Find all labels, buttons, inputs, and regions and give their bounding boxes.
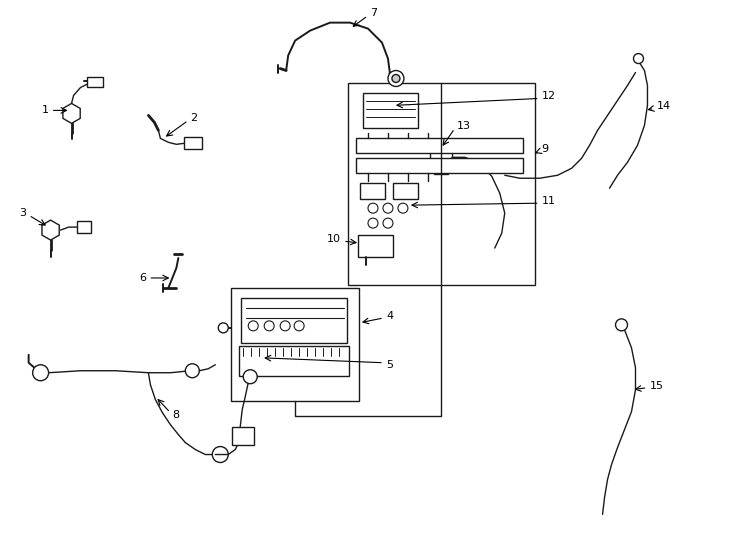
Text: 12: 12 <box>542 91 556 102</box>
Text: 6: 6 <box>139 273 146 283</box>
Text: 2: 2 <box>190 113 197 124</box>
Circle shape <box>368 203 378 213</box>
Bar <box>87 78 103 87</box>
Bar <box>356 158 523 173</box>
Bar <box>363 93 418 129</box>
Bar <box>241 298 347 343</box>
Circle shape <box>264 321 275 331</box>
Text: 1: 1 <box>42 105 48 116</box>
Circle shape <box>248 321 258 331</box>
Circle shape <box>294 321 304 331</box>
Bar <box>358 235 393 257</box>
Text: 15: 15 <box>650 381 664 391</box>
Bar <box>348 84 534 285</box>
Bar <box>231 288 359 401</box>
Circle shape <box>218 323 228 333</box>
Circle shape <box>383 218 393 228</box>
Bar <box>393 183 418 199</box>
Circle shape <box>616 319 628 331</box>
Circle shape <box>392 75 400 83</box>
Circle shape <box>32 364 48 381</box>
Bar <box>430 148 452 166</box>
Circle shape <box>280 321 290 331</box>
Bar <box>356 138 523 153</box>
Bar <box>232 427 254 444</box>
Circle shape <box>383 203 393 213</box>
Circle shape <box>633 53 644 64</box>
Bar <box>360 183 385 199</box>
Text: 8: 8 <box>172 410 180 420</box>
Text: 11: 11 <box>542 196 556 206</box>
Circle shape <box>368 218 378 228</box>
Text: 13: 13 <box>457 122 470 131</box>
Circle shape <box>388 71 404 86</box>
Bar <box>434 166 448 174</box>
Text: 14: 14 <box>656 102 671 111</box>
Text: 4: 4 <box>386 311 393 321</box>
Circle shape <box>398 203 408 213</box>
Text: 3: 3 <box>20 208 26 218</box>
Text: 10: 10 <box>327 234 341 244</box>
Text: 9: 9 <box>542 144 549 154</box>
Circle shape <box>186 364 200 377</box>
Bar <box>184 137 203 150</box>
Text: 5: 5 <box>386 360 393 370</box>
Bar <box>76 221 90 233</box>
Text: 7: 7 <box>370 8 377 18</box>
Circle shape <box>212 447 228 462</box>
Circle shape <box>243 370 257 384</box>
Bar <box>239 346 349 376</box>
